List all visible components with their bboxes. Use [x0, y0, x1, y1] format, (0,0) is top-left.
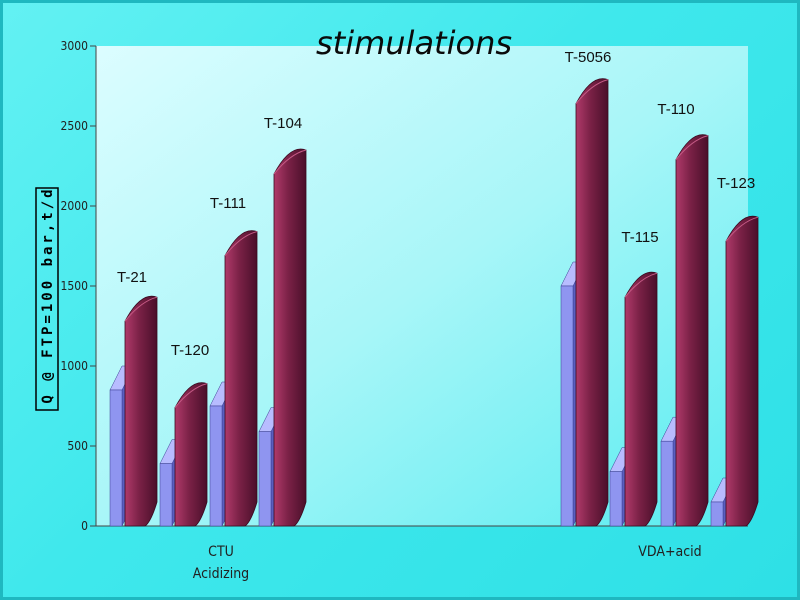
y-axis-label-box — [35, 187, 59, 411]
bar-labels: T-21 T-120 T-111 T-104 T-5056 T-115 T-110 T-123 — [117, 49, 755, 359]
maroon-cylinder — [624, 271, 658, 527]
maroon-cylinder — [224, 230, 258, 527]
blue-bar — [710, 501, 724, 527]
bar-data-label: T-115 — [621, 229, 658, 246]
blue-bar — [109, 389, 123, 527]
bar-data-label: T-21 — [117, 269, 147, 286]
y-axis-ticks: 0 500 1000 1500 2000 2500 3000 — [61, 39, 96, 533]
bar-data-label: T-5056 — [565, 49, 612, 66]
maroon-cylinder — [124, 295, 158, 527]
maroon-cylinder-cap — [124, 296, 158, 322]
maroon-cylinder — [675, 134, 709, 527]
maroon-cylinder-cap — [624, 272, 658, 298]
maroon-cylinder — [273, 148, 307, 527]
y-axis-label: Q @ FTP=100 bar,t/d — [40, 186, 56, 403]
blue-bar — [159, 463, 173, 527]
bar-data-label: T-111 — [210, 195, 246, 212]
bar-data-label: T-120 — [171, 342, 209, 359]
bar-data-label: T-104 — [264, 115, 302, 132]
y-tick-label: 2500 — [61, 119, 89, 133]
y-tick-label: 0 — [81, 519, 88, 533]
y-tick-label: 2000 — [61, 199, 89, 213]
blue-bar — [560, 285, 574, 527]
y-tick-label: 1500 — [61, 279, 89, 293]
maroon-cylinder-cap — [725, 216, 759, 242]
blue-bar — [258, 431, 272, 527]
maroon-cylinder-cap — [575, 79, 609, 104]
group-labels: CTU Acidizing VDA+acid — [193, 544, 702, 582]
chart-title: stimulations — [316, 24, 512, 62]
maroon-cylinder-cap — [675, 135, 709, 160]
y-tick-label: 3000 — [61, 39, 89, 53]
maroon-cylinder — [575, 78, 609, 527]
x-group-label: Acidizing — [193, 566, 249, 582]
x-group-label: CTU — [208, 544, 234, 560]
bar-data-label: T-123 — [717, 175, 755, 192]
y-tick-label: 1000 — [61, 359, 89, 373]
blue-bar — [209, 405, 223, 527]
maroon-cylinder-cap — [273, 149, 307, 175]
bars — [109, 78, 759, 527]
maroon-cylinder — [174, 382, 208, 527]
bar-data-label: T-110 — [657, 101, 694, 118]
maroon-cylinder — [725, 215, 759, 527]
maroon-cylinder-cap — [224, 231, 258, 256]
y-tick-label: 500 — [67, 439, 88, 453]
blue-bar — [609, 471, 623, 527]
x-group-label: VDA+acid — [638, 544, 701, 560]
maroon-cylinder-cap — [174, 383, 208, 408]
blue-bar — [660, 440, 674, 527]
